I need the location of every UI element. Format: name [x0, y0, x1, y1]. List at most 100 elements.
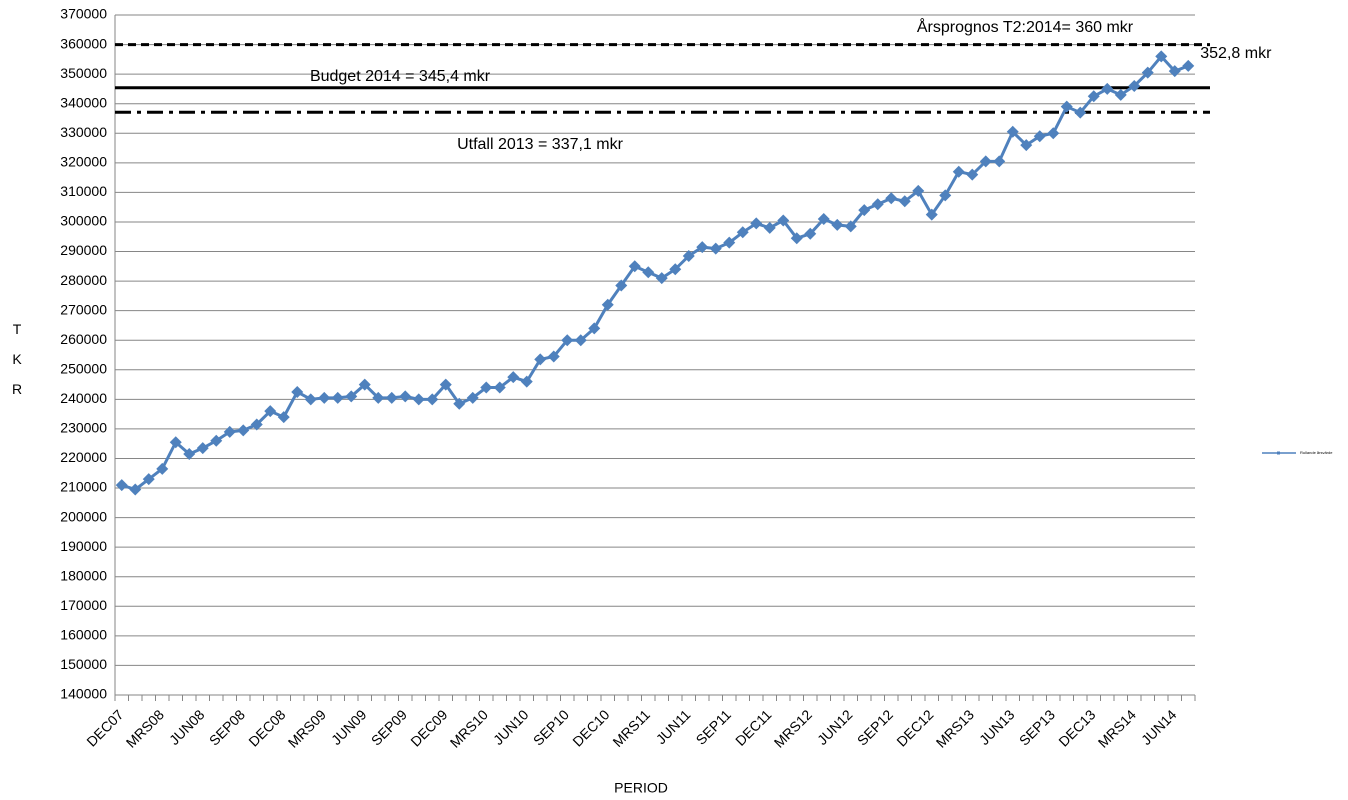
marker: [696, 241, 709, 254]
marker: [763, 221, 776, 234]
x-tick-label: JUN08: [166, 706, 208, 748]
x-tick-label: DEC08: [245, 706, 288, 749]
marker: [804, 227, 817, 240]
marker: [1047, 127, 1060, 140]
marker: [898, 195, 911, 208]
marker: [574, 334, 587, 347]
marker: [1060, 100, 1073, 113]
marker: [1020, 139, 1033, 152]
y-tick-label: 310000: [60, 183, 107, 199]
x-tick-label: DEC07: [83, 706, 126, 749]
marker: [1087, 90, 1100, 103]
x-tick-label: MRS09: [285, 706, 329, 750]
y-tick-label: 190000: [60, 538, 107, 554]
marker: [183, 448, 196, 461]
y-tick-label: 230000: [60, 420, 107, 436]
marker: [507, 371, 520, 384]
marker: [844, 220, 857, 233]
marker: [250, 418, 263, 431]
marker: [912, 184, 925, 197]
marker: [1114, 88, 1127, 101]
marker: [358, 378, 371, 391]
marker: [885, 192, 898, 205]
marker: [318, 391, 331, 404]
y-tick-label: 160000: [60, 627, 107, 643]
marker: [601, 298, 614, 311]
marker: [790, 232, 803, 245]
marker: [1033, 130, 1046, 143]
x-tick-label: SEP09: [368, 706, 410, 748]
marker: [156, 462, 169, 475]
marker: [709, 242, 722, 255]
x-tick-label: SEP10: [530, 706, 572, 748]
y-tick-label: 360000: [60, 35, 107, 51]
x-tick-label: SEP13: [1016, 706, 1058, 748]
y-tick-label: 340000: [60, 94, 107, 110]
marker: [142, 473, 155, 486]
x-tick-label: JUN12: [814, 706, 856, 748]
x-tick-label: SEP12: [854, 706, 896, 748]
marker: [642, 266, 655, 279]
marker: [372, 391, 385, 404]
marker: [534, 353, 547, 366]
x-axis-label: PERIOD: [614, 780, 668, 796]
marker: [669, 263, 682, 276]
marker: [237, 424, 250, 437]
x-tick-label: MRS08: [123, 706, 167, 750]
reference-label: Årsprognos T2:2014= 360 mkr: [917, 17, 1134, 36]
marker: [561, 334, 574, 347]
y-tick-label: 170000: [60, 597, 107, 613]
y-tick-label: 180000: [60, 567, 107, 583]
marker: [979, 155, 992, 168]
marker: [196, 442, 209, 455]
y-tick-label: 150000: [60, 656, 107, 672]
x-tick-label: DEC13: [1055, 706, 1098, 749]
marker: [129, 483, 142, 496]
marker: [939, 189, 952, 202]
marker: [871, 198, 884, 211]
marker: [223, 425, 236, 438]
marker: [925, 208, 938, 221]
marker: [291, 385, 304, 398]
marker: [1128, 79, 1141, 92]
marker: [817, 213, 830, 225]
marker: [966, 168, 979, 181]
reference-label: Budget 2014 = 345,4 mkr: [310, 68, 491, 85]
marker: [831, 218, 844, 231]
marker: [588, 322, 601, 335]
x-tick-label: JUN13: [976, 706, 1018, 748]
marker: [750, 217, 763, 230]
y-tick-label: 370000: [60, 6, 107, 22]
x-tick-label: DEC09: [407, 706, 450, 749]
marker: [493, 381, 506, 394]
x-tick-label: JUN11: [653, 706, 694, 747]
y-tick-label: 350000: [60, 65, 107, 81]
x-tick-label: JUN10: [490, 706, 532, 748]
marker: [169, 436, 182, 449]
legend-marker: [1277, 451, 1280, 455]
marker: [1182, 59, 1195, 72]
marker: [115, 479, 128, 492]
marker: [304, 393, 317, 406]
marker: [345, 390, 358, 403]
y-tick-label: 240000: [60, 390, 107, 406]
marker: [1155, 50, 1168, 63]
marker: [210, 434, 223, 447]
y-tick-label: 250000: [60, 360, 107, 376]
marker: [277, 411, 290, 424]
reference-label: Utfall 2013 = 337,1 mkr: [457, 136, 624, 153]
x-tick-label: DEC11: [732, 706, 775, 749]
series-line: [121, 54, 1189, 492]
y-tick-label: 330000: [60, 124, 107, 140]
y-tick-label: 280000: [60, 272, 107, 288]
x-tick-label: DEC12: [893, 706, 936, 749]
x-tick-label: SEP11: [693, 706, 735, 748]
marker: [439, 378, 452, 391]
marker: [858, 204, 871, 217]
y-tick-label: 260000: [60, 331, 107, 347]
data-label: 352,8 mkr: [1200, 45, 1272, 62]
x-tick-label: DEC10: [569, 706, 612, 749]
x-tick-label: MRS14: [1095, 706, 1139, 750]
